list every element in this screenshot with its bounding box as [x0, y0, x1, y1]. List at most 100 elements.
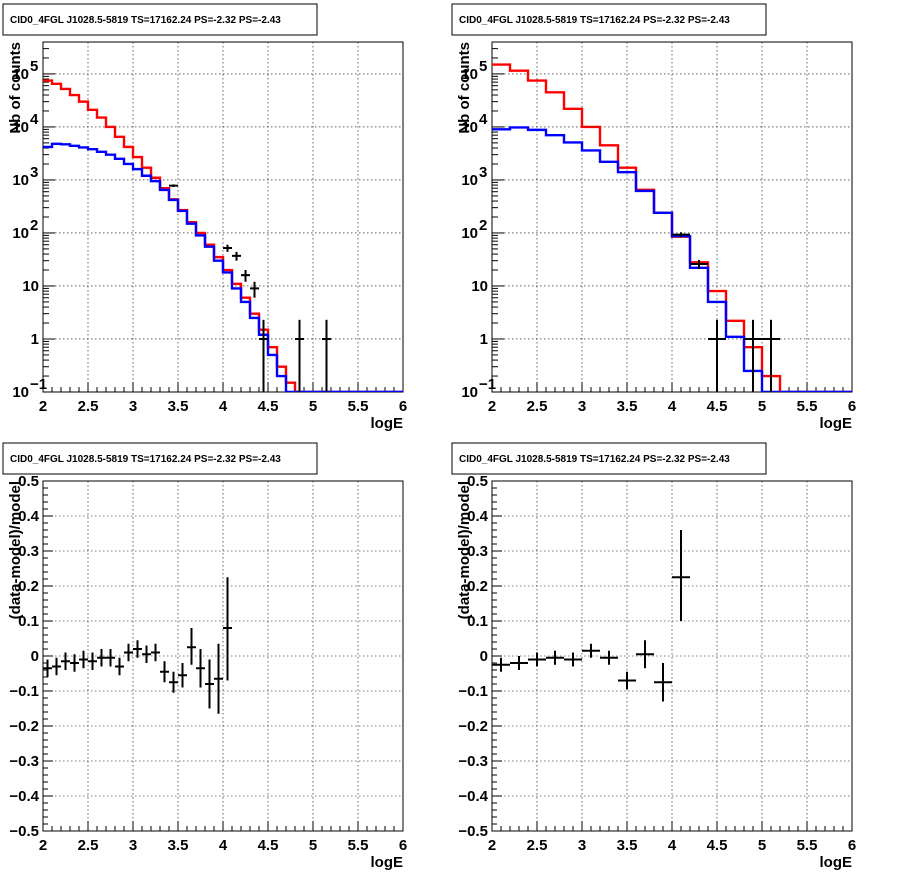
y-axis-title: (data-model)/model [456, 481, 473, 619]
y-tick-exponent: 2 [30, 217, 38, 234]
data-point [672, 232, 690, 238]
data-point [115, 657, 124, 676]
y-tick-label: 10 [461, 384, 478, 401]
x-tick-label: 2.5 [78, 398, 99, 415]
x-tick-label: 3.5 [617, 837, 638, 854]
x-tick-label: 3.5 [617, 398, 638, 415]
y-tick-label: −0.2 [458, 718, 488, 735]
plot-data [492, 63, 852, 392]
y-tick-label: −0.4 [458, 788, 488, 805]
grid-lines [43, 42, 403, 392]
data-point [196, 649, 205, 688]
chart-title-box [2, 442, 318, 475]
data-point [708, 319, 726, 392]
x-tick-label: 3 [129, 837, 137, 854]
data-point [52, 657, 61, 676]
y-tick-label: 10 [12, 384, 29, 401]
axis-ticks [42, 480, 404, 832]
data-point [223, 577, 232, 681]
x-tick-label: 6 [399, 398, 407, 415]
y-tick-label: 10 [12, 172, 29, 189]
data-point [322, 319, 331, 392]
x-tick-label: 4.5 [707, 837, 728, 854]
x-tick-label: 2 [39, 837, 47, 854]
y-tick-label: 0 [480, 648, 488, 665]
grid-lines [43, 481, 403, 831]
data-point [178, 663, 187, 688]
y-tick-label: 0.3 [467, 543, 488, 560]
y-tick-label: 10 [12, 66, 29, 83]
y-tick-label: 0.2 [18, 578, 39, 595]
x-tick-label: 5 [758, 837, 766, 854]
plot-data [492, 530, 690, 702]
x-tick-label: 5 [309, 837, 317, 854]
data-point [169, 671, 178, 693]
y-tick-label: 0.4 [18, 508, 40, 525]
x-axis-title: logE [820, 854, 853, 871]
data-point [744, 319, 762, 392]
grid-lines [492, 481, 852, 831]
y-tick-label: 0.2 [467, 578, 488, 595]
x-tick-label: 2 [488, 837, 496, 854]
x-tick-label: 4.5 [258, 398, 279, 415]
x-tick-label: 5 [758, 398, 766, 415]
axis-ticks [42, 48, 404, 393]
x-tick-label: 3 [129, 398, 137, 415]
y-tick-label: −0.5 [9, 823, 39, 840]
y-tick-label: −0.4 [9, 788, 39, 805]
y-tick-label: 0.1 [467, 613, 488, 630]
data-point [151, 643, 160, 662]
data-point [241, 270, 250, 282]
data-point [672, 530, 690, 621]
x-tick-label: 6 [399, 837, 407, 854]
data-point [762, 319, 780, 392]
chart-title: CID0_4FGL J1028.5-5819 TS=17162.24 PS=-2… [10, 15, 281, 26]
y-tick-label: −0.5 [458, 823, 488, 840]
y-tick-exponent: −1 [479, 376, 496, 393]
y-tick-exponent: 3 [30, 164, 38, 181]
data-point [492, 657, 510, 672]
x-tick-label: 5.5 [797, 837, 818, 854]
data-point [223, 244, 232, 252]
y-tick-label: −0.3 [458, 753, 488, 770]
y-tick-label: 0.3 [18, 543, 39, 560]
plot-data [43, 577, 232, 714]
data-point [97, 649, 106, 667]
data-point [70, 654, 79, 672]
data-point [142, 645, 151, 663]
chart-panel-2: CID0_4FGL J1028.5-5819 TS=17162.24 PS=-2… [451, 3, 856, 432]
data-point [88, 652, 97, 670]
y-tick-label: 10 [461, 119, 478, 136]
x-tick-label: 2.5 [527, 398, 548, 415]
y-tick-label: 0.5 [18, 473, 39, 490]
data-point [169, 184, 178, 188]
x-tick-label: 2.5 [78, 837, 99, 854]
data-point [232, 251, 241, 261]
y-tick-label: −0.2 [9, 718, 39, 735]
y-tick-label: 0.4 [467, 508, 489, 525]
data-point [636, 640, 654, 669]
data-point [187, 628, 196, 665]
data-point [160, 661, 169, 683]
x-axis-title: logE [371, 854, 404, 871]
data-point [546, 650, 564, 665]
data-point [43, 659, 52, 677]
y-tick-label: 0.5 [467, 473, 488, 490]
y-axis-title: (data-model)/model [7, 481, 24, 619]
errorbar-series [492, 530, 690, 702]
data-point [510, 656, 528, 670]
y-tick-label: 10 [22, 278, 39, 295]
x-tick-label: 4 [668, 837, 677, 854]
errorbar-series [43, 577, 232, 714]
data-point [295, 319, 304, 392]
y-tick-label: 10 [12, 119, 29, 136]
histogram-series-2 [492, 126, 852, 392]
x-tick-label: 4.5 [258, 837, 279, 854]
x-tick-label: 5.5 [797, 398, 818, 415]
data-point [600, 650, 618, 665]
y-tick-label: 0.1 [18, 613, 39, 630]
data-point [205, 659, 214, 709]
y-tick-exponent: 5 [479, 58, 487, 75]
x-tick-label: 4.5 [707, 398, 728, 415]
